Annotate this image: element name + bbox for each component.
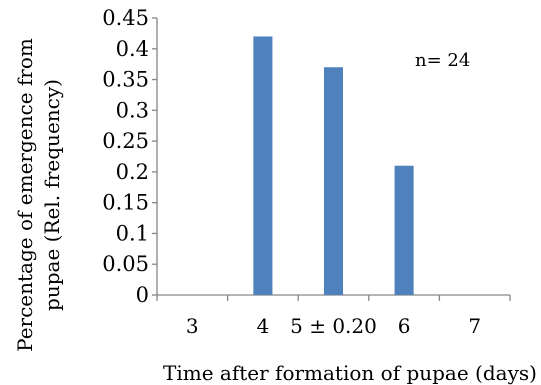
bars bbox=[253, 36, 414, 295]
y-tick-label: 0.05 bbox=[102, 252, 149, 276]
y-tick-label: 0.3 bbox=[116, 98, 149, 122]
y-tick-label: 0.35 bbox=[102, 68, 149, 92]
axes bbox=[152, 17, 511, 301]
y-axis-title-line-2: pupae (Rel. frequency) bbox=[40, 79, 64, 311]
x-axis-title: Time after formation of pupae (days) bbox=[163, 361, 537, 385]
y-axis-tick-labels: 0 0.05 0.1 0.15 0.2 0.25 0.3 0.35 0.4 0.45 bbox=[102, 6, 149, 307]
x-tick-label: 4 bbox=[257, 314, 270, 338]
x-tick-label: 3 bbox=[186, 314, 199, 338]
y-tick-label: 0.4 bbox=[116, 37, 149, 61]
bar bbox=[253, 36, 273, 295]
bar bbox=[394, 165, 414, 295]
bar bbox=[323, 67, 344, 295]
x-tick-label: 7 bbox=[468, 314, 481, 338]
x-axis-tick-labels: 3 4 5 ± 0.20 6 7 bbox=[186, 314, 481, 338]
y-axis-title: Percentage of emergence from pupae (Rel.… bbox=[13, 38, 64, 352]
y-tick-label: 0.15 bbox=[102, 191, 149, 215]
x-tick-label: 5 ± 0.20 bbox=[290, 314, 377, 338]
y-axis-title-line-1: Percentage of emergence from bbox=[13, 38, 37, 352]
x-tick-label: 6 bbox=[398, 314, 411, 338]
y-tick-label: 0.25 bbox=[102, 129, 149, 153]
y-tick-label: 0.45 bbox=[102, 6, 149, 30]
y-tick-label: 0.2 bbox=[116, 160, 149, 184]
y-tick-label: 0 bbox=[136, 283, 149, 307]
y-tick-label: 0.1 bbox=[116, 221, 149, 245]
sample-size-annotation: n= 24 bbox=[415, 50, 470, 71]
